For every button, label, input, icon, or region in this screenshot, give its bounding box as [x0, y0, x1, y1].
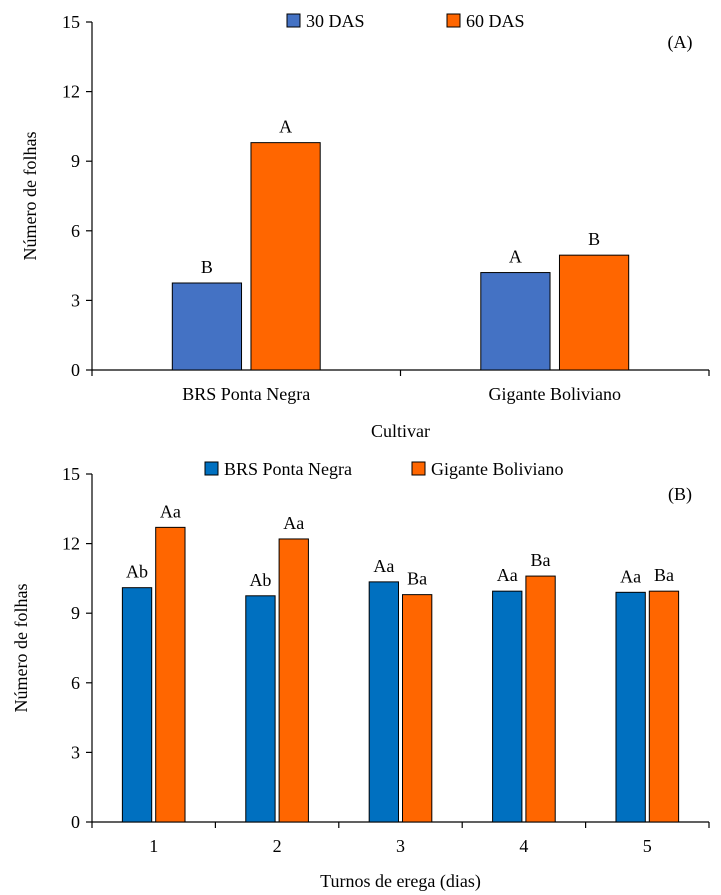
y-tick-label: 9	[71, 603, 80, 623]
bar-brs-ponta-negra	[368, 581, 400, 823]
bar-brs-ponta-negra	[492, 590, 523, 823]
bar-60-das	[558, 254, 630, 371]
bar-significance-label: B	[201, 257, 213, 277]
y-tick-label: 0	[71, 360, 80, 380]
x-category-label: 2	[273, 836, 282, 856]
bar-significance-label: Ba	[407, 569, 427, 589]
y-axis-title: Número de folhas	[11, 584, 31, 713]
bar-brs-ponta-negra	[245, 595, 276, 823]
y-tick-label: 6	[71, 221, 80, 241]
y-tick-label: 3	[71, 290, 80, 310]
bar-brs-ponta-negra	[615, 591, 646, 823]
bar-significance-label: Ba	[654, 565, 674, 585]
legend-swatch	[286, 13, 301, 28]
legend-swatch	[411, 461, 426, 476]
bar-gigante-boliviano	[278, 538, 309, 823]
x-category-label: 4	[519, 836, 528, 856]
bar-significance-label: Ab	[126, 562, 148, 582]
y-tick-label: 0	[71, 812, 80, 832]
bar-significance-label: Ab	[249, 570, 271, 590]
bar-significance-label: B	[588, 229, 600, 249]
x-axis-title: Cultivar	[371, 421, 430, 441]
bar-significance-label: A	[509, 247, 522, 267]
x-axis-title: Turnos de erega (dias)	[320, 871, 481, 892]
y-tick-label: 3	[71, 742, 80, 762]
y-tick-label: 15	[62, 12, 80, 32]
bar-brs-ponta-negra	[121, 587, 153, 823]
bar-significance-label: Aa	[373, 556, 394, 576]
y-tick-label: 12	[62, 534, 80, 554]
y-axis-title: Número de folhas	[20, 132, 40, 261]
bar-gigante-boliviano	[155, 526, 186, 823]
x-category-label: 3	[396, 836, 405, 856]
y-tick-label: 15	[62, 464, 80, 484]
bar-significance-label: Ba	[531, 550, 551, 570]
panel-label: (B)	[668, 484, 692, 505]
y-tick-label: 12	[62, 82, 80, 102]
bar-significance-label: A	[279, 117, 292, 137]
bar-gigante-boliviano	[401, 594, 433, 823]
bar-30-das	[480, 272, 551, 371]
bar-gigante-boliviano	[525, 575, 556, 823]
legend-label: 30 DAS	[306, 11, 365, 31]
x-category-label: Gigante Boliviano	[489, 384, 621, 404]
legend-label: Gigante Boliviano	[431, 459, 563, 479]
y-tick-label: 6	[71, 673, 80, 693]
x-category-label: 1	[149, 836, 158, 856]
legend-swatch	[446, 13, 461, 28]
bar-significance-label: Aa	[497, 565, 518, 585]
y-tick-label: 9	[71, 151, 80, 171]
legend-label: 60 DAS	[466, 11, 525, 31]
legend-swatch	[204, 461, 219, 476]
legend-label: BRS Ponta Negra	[224, 459, 352, 479]
chart-panel-a: 0 3 6 9 12 15 BRS Ponta Negra B A Gigante Bolivia…	[20, 11, 710, 441]
bar-significance-label: Aa	[620, 566, 641, 586]
panel-label: (A)	[668, 32, 693, 53]
bar-significance-label: Aa	[160, 501, 181, 521]
x-category-label: BRS Ponta Negra	[182, 384, 310, 404]
bar-gigante-boliviano	[648, 590, 680, 823]
bar-significance-label: Aa	[283, 513, 304, 533]
bar-60-das	[250, 142, 321, 371]
x-category-label: 5	[643, 836, 652, 856]
chart-panel-b: 0 3 6 9 12 15 1 Ab Aa 2 Ab Aa 3 Aa Ba 4 Aa Ba 5 Aa Ba Turnos …	[11, 459, 710, 892]
bar-30-das	[171, 282, 243, 371]
